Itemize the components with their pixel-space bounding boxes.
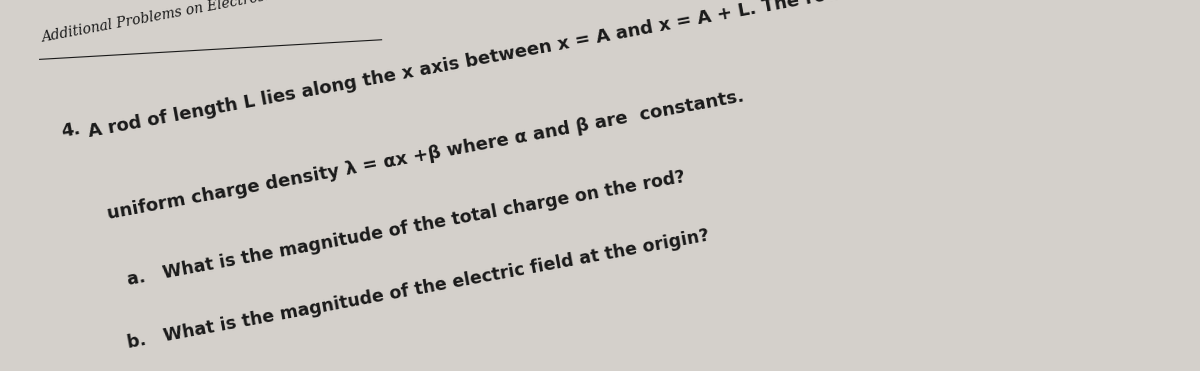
Text: 4.: 4. <box>60 120 83 141</box>
Text: Additional Problems on Electrostatics: Additional Problems on Electrostatics <box>40 0 304 45</box>
Text: A rod of length L lies along the x axis between x = A and x = A + L. The rod has: A rod of length L lies along the x axis … <box>86 0 949 141</box>
Text: a.   What is the magnitude of the total charge on the rod?: a. What is the magnitude of the total ch… <box>126 168 688 289</box>
Text: uniform charge density λ = αx +β where α and β are  constants.: uniform charge density λ = αx +β where α… <box>106 87 745 223</box>
Text: b.   What is the magnitude of the electric field at the origin?: b. What is the magnitude of the electric… <box>126 227 712 352</box>
